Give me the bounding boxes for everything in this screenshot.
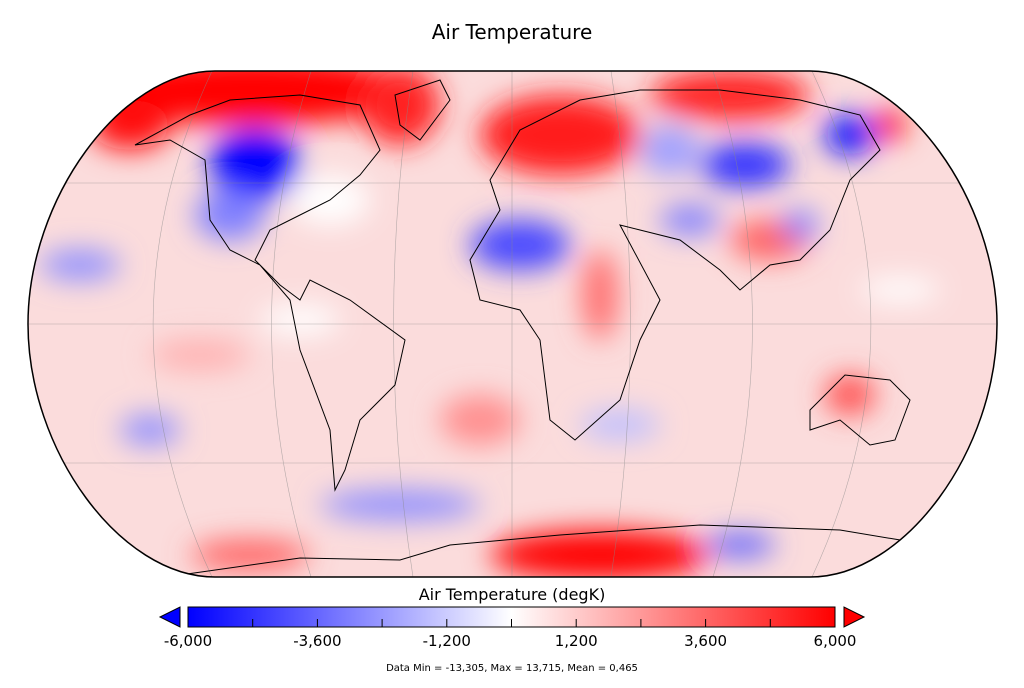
anomaly-region (490, 530, 710, 577)
anomaly-region (660, 205, 720, 235)
map-outline (27, 70, 998, 578)
anomaly-region (470, 220, 570, 270)
anomaly-region (705, 533, 775, 557)
coastline (179, 524, 921, 577)
anomaly-region (582, 250, 618, 340)
coastline (394, 79, 451, 141)
anomaly-region (320, 490, 480, 520)
anomaly-region (40, 250, 120, 280)
colorbar-low-extend (158, 606, 181, 628)
colorbar-tick-label: -1,200 (422, 632, 471, 650)
colorbar-tick-label: -6,000 (163, 632, 213, 650)
anomaly-region (190, 540, 310, 570)
anomaly-region (360, 71, 440, 145)
colorbar-title: Air Temperature (degK) (418, 585, 606, 604)
coastline (134, 94, 406, 492)
colorbar-tick-label: -3,600 (293, 632, 342, 650)
anomaly-region (825, 375, 875, 415)
data-stats: Data Min = -13,305, Max = 13,715, Mean =… (386, 663, 638, 674)
anomaly-region (210, 130, 300, 200)
colorbar-tick-label: 1,200 (554, 632, 598, 650)
anomaly-region (782, 210, 818, 240)
anomaly-region (640, 125, 700, 175)
anomaly-region (480, 95, 640, 175)
anomaly-region (700, 143, 790, 187)
coastlines (134, 79, 921, 577)
anomaly-region (195, 190, 265, 240)
graticule (28, 71, 997, 577)
coastline (809, 374, 911, 446)
anomaly-region (825, 115, 875, 155)
anomaly-region (440, 395, 520, 445)
colorbar-high-extend (843, 606, 866, 628)
anomaly-region (150, 340, 250, 370)
anomaly-region (120, 415, 180, 445)
anomaly-region (260, 305, 340, 335)
anomaly-region (650, 71, 810, 120)
colorbar-tick-label: 6,000 (813, 632, 857, 650)
map-title: Air Temperature (431, 20, 593, 44)
anomaly-region (875, 110, 905, 140)
colorbar-tick-label: 3,600 (684, 632, 728, 650)
anomaly-region (90, 100, 170, 150)
anomaly-region (860, 278, 940, 302)
colorbar (158, 606, 866, 628)
coastline (469, 89, 881, 441)
